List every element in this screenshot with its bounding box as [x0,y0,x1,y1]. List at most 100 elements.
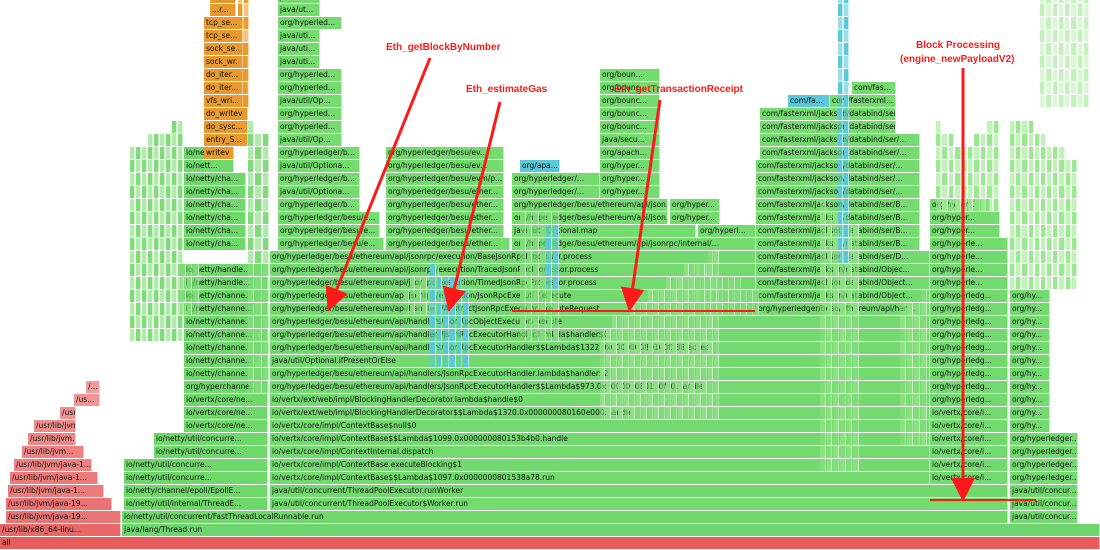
flame-frame-stack[interactable] [648,329,653,341]
flame-frame-stack[interactable] [748,290,753,302]
flame-frame-stack[interactable] [900,342,906,354]
flame-frame[interactable]: java/secu... [600,134,660,146]
flame-frame-stack[interactable] [416,290,421,302]
flame-frame-stack[interactable] [853,264,859,276]
flame-frame-stack[interactable] [456,303,463,315]
flame-frame-stack[interactable] [255,277,262,289]
flame-frame-stack[interactable] [142,212,147,224]
flame-frame-stack[interactable] [690,381,695,393]
flame-frame-stack[interactable] [1028,186,1034,198]
flame-frame-stack[interactable] [636,407,641,419]
flame-frame-stack[interactable] [450,329,456,341]
flame-frame-stack[interactable] [624,316,629,328]
flame-frame-stack[interactable] [533,251,539,263]
flame-frame-stack[interactable] [840,355,846,367]
flame-frame-stack[interactable] [248,238,255,250]
flame-frame-stack[interactable] [914,303,920,315]
flame-frame-stack[interactable] [921,342,927,354]
flame-frame-stack[interactable] [820,199,826,211]
flame-frame[interactable]: org/hyperledger/... [512,186,600,198]
flame-frame-stack[interactable] [255,355,262,367]
flame-frame-stack[interactable] [1053,199,1059,211]
flame-frame[interactable]: org/hyperledg... [930,303,1008,315]
flame-frame-stack[interactable] [526,277,533,289]
flame-frame-stack[interactable] [1016,186,1022,198]
flame-frame-stack[interactable] [987,160,993,172]
flame-frame-stack[interactable] [690,355,695,367]
flame-frame-stack[interactable] [1047,251,1053,263]
flame-frame-stack[interactable] [1052,56,1058,68]
flame-frame-stack[interactable] [648,290,653,302]
flame-frame-stack[interactable] [612,342,617,354]
flame-frame-stack[interactable] [533,290,539,302]
flame-frame-stack[interactable] [160,264,165,276]
flame-frame-stack[interactable] [980,186,987,198]
flame-frame-stack[interactable] [936,173,942,185]
flame-frame-stack[interactable] [696,342,701,354]
flame-frame-stack[interactable] [262,355,269,367]
flame-frame-stack[interactable] [130,316,135,328]
flame-frame[interactable]: /usr/lib/jvm... [34,420,76,432]
flame-frame-stack[interactable] [130,264,135,276]
flame-frame-stack[interactable] [178,121,183,133]
flame-frame-stack[interactable] [1046,17,1052,29]
flame-frame[interactable]: org/hyperledger/besu/ev... [386,147,504,159]
flame-frame-stack[interactable] [1040,251,1047,263]
flame-frame-stack[interactable] [936,199,942,211]
flame-frame-stack[interactable] [980,199,987,211]
flame-frame-stack[interactable] [180,303,186,315]
flame-frame-stack[interactable] [1022,199,1028,211]
flame-frame-stack[interactable] [712,303,717,315]
flame-frame-stack[interactable] [955,199,961,211]
flame-frame-stack[interactable] [1065,238,1071,250]
flame-frame-stack[interactable] [838,251,843,263]
flame-frame-stack[interactable] [1052,69,1058,81]
flame-frame-stack[interactable] [520,316,526,328]
flame-frame[interactable]: io/netty/cha... [184,238,246,250]
flame-frame[interactable]: entry_S... [204,134,248,146]
flame-frame-stack[interactable] [666,303,671,315]
flame-frame-stack[interactable] [714,342,719,354]
flame-frame-stack[interactable] [520,290,526,302]
flame-frame[interactable]: org/hyperle... [930,277,1008,289]
flame-frame[interactable]: io/vertx/core/impl/ContextBase.executeBl… [270,459,930,471]
flame-frame-root[interactable]: all [0,537,1100,549]
flame-frame-stack[interactable] [846,238,853,250]
flame-frame-stack[interactable] [961,186,967,198]
flame-frame-stack[interactable] [456,342,463,354]
flame-frame-stack[interactable] [820,342,826,354]
flame-frame-stack[interactable] [130,238,135,250]
flame-frame-stack[interactable] [1040,225,1047,237]
flame-frame-stack[interactable] [248,342,255,354]
flame-frame-stack[interactable] [1052,95,1058,107]
flame-frame-stack[interactable] [666,342,671,354]
flame-frame-stack[interactable] [1016,147,1022,159]
flame-frame-stack[interactable] [1034,160,1040,172]
flame-frame-stack[interactable] [1071,82,1077,94]
flame-frame[interactable]: io/netty/cha... [184,173,246,185]
flame-frame-stack[interactable] [708,342,713,354]
flame-frame-stack[interactable] [684,381,689,393]
flame-frame[interactable]: org/hyperledger/besu/ether... [386,212,504,224]
flame-frame-stack[interactable] [130,290,135,302]
flame-frame[interactable]: org/hyperledger/besu/ethereum/api/json..… [512,199,668,211]
flame-frame-stack[interactable] [993,134,999,146]
flame-frame-stack[interactable] [826,329,833,341]
flame-frame-stack[interactable] [1083,56,1089,68]
flame-frame[interactable]: org/hyperledger/besu/ethereum/api/jsonrp… [270,251,756,263]
flame-frame-stack[interactable] [255,160,262,172]
flame-frame[interactable]: org/hyper... [930,212,1000,224]
flame-frame-stack[interactable] [706,277,711,289]
flame-frame-stack[interactable] [826,394,833,406]
flame-frame-stack[interactable] [600,407,605,419]
flame-frame-stack[interactable] [672,316,677,328]
flame-frame-stack[interactable] [980,147,987,159]
flame-frame-stack[interactable] [1047,173,1053,185]
flame-frame-stack[interactable] [600,368,605,380]
flame-frame-stack[interactable] [1065,4,1071,16]
flame-frame-stack[interactable] [660,355,665,367]
flame-frame-stack[interactable] [840,433,846,445]
flame-frame-stack[interactable] [1065,56,1071,68]
flame-frame[interactable]: org/hyper... [600,173,660,185]
flame-frame-stack[interactable] [244,43,249,55]
